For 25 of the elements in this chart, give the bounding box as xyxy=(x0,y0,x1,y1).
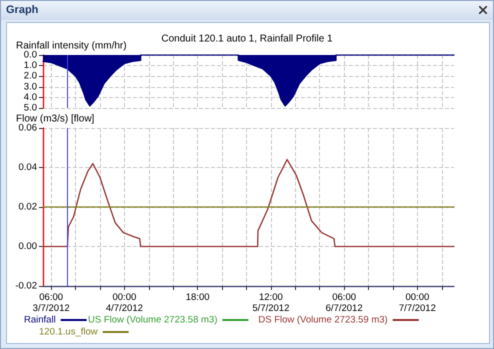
y-tick-label: 2.0 xyxy=(24,70,37,82)
y-tick-label: -0.02 xyxy=(15,280,37,292)
y-tick-label: 0.04 xyxy=(18,162,37,173)
y-axis-title: Rainfall intensity (mm/hr) xyxy=(16,40,127,52)
y-axis-title: Flow (m3/s) [flow] xyxy=(16,114,95,124)
x-tick-label: 06:00 3/7/2012 xyxy=(32,292,70,314)
x-tick-label: 18:00 xyxy=(186,292,210,303)
chart-title: Conduit 120.1 auto 1, Rainfall Profile 1 xyxy=(161,34,334,44)
x-tick-label: 00:00 4/7/2012 xyxy=(106,292,143,314)
legend-label: Rainfall xyxy=(24,314,56,326)
y-tick-label: 0.02 xyxy=(18,202,37,212)
x-tick-label: 12:00 5/7/2012 xyxy=(252,292,290,314)
legend-label: DS Flow (Volume 2723.59 m3) xyxy=(258,314,388,326)
legend-label: US Flow (Volume 2723.58 m3) xyxy=(88,314,218,326)
y-tick-label: 5.0 xyxy=(24,102,37,114)
text: Graph xyxy=(6,4,38,16)
y-tick-label: 1.0 xyxy=(24,60,37,72)
y-tick-label: 0.0 xyxy=(24,50,37,60)
y-tick-label: 0.00 xyxy=(18,241,37,252)
legend-label: 120.1.us_flow xyxy=(39,326,98,338)
y-tick-label: 4.0 xyxy=(24,92,37,103)
x-tick-label: 00:00 7/7/2012 xyxy=(398,292,436,314)
x-tick-label: 06:00 6/7/2012 xyxy=(326,292,363,314)
y-tick-label: 0.06 xyxy=(18,122,37,134)
y-tick-label: 3.0 xyxy=(24,81,37,92)
